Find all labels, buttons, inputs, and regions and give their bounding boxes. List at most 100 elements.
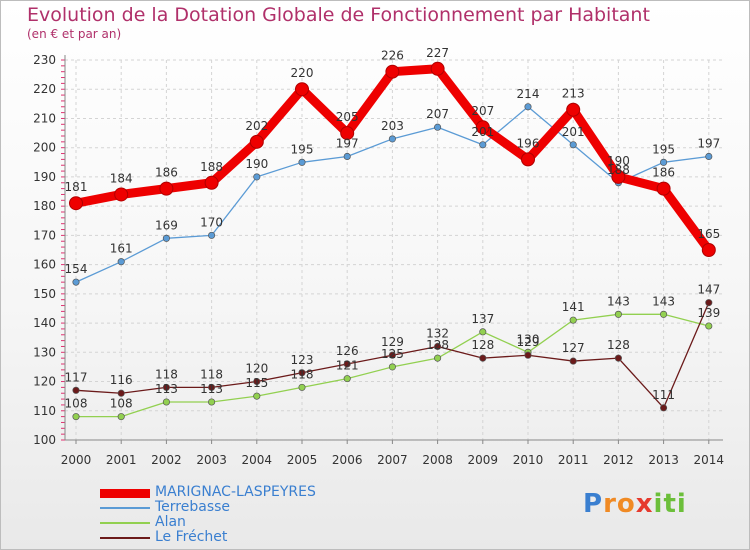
x-tick-label: 2013: [648, 453, 679, 467]
data-label: 214: [517, 87, 540, 101]
data-label: 113: [200, 382, 223, 396]
data-label: 220: [291, 66, 314, 80]
x-tick-label: 2007: [377, 453, 408, 467]
y-tick-label: 120: [33, 375, 56, 389]
data-label: 197: [336, 136, 359, 150]
data-label: 195: [291, 142, 314, 156]
data-point: [569, 357, 577, 365]
data-label: 129: [381, 335, 404, 349]
chart-title: Evolution de la Dotation Globale de Fonc…: [27, 4, 650, 26]
y-tick-label: 230: [33, 53, 56, 67]
x-tick-label: 2009: [468, 453, 499, 467]
data-point: [656, 181, 671, 196]
legend-swatch: [100, 522, 150, 524]
y-tick-label: 130: [33, 345, 56, 359]
data-point: [117, 389, 125, 397]
data-point: [72, 413, 80, 421]
data-point: [388, 351, 396, 359]
data-label: 113: [155, 382, 178, 396]
data-label: 154: [65, 262, 88, 276]
data-label: 139: [697, 306, 720, 320]
data-label: 165: [697, 227, 720, 241]
data-point: [159, 181, 174, 196]
data-label: 195: [652, 142, 675, 156]
data-label: 213: [562, 87, 585, 101]
data-point: [162, 398, 170, 406]
data-point: [701, 243, 716, 257]
data-label: 205: [336, 110, 359, 124]
data-point: [343, 375, 351, 383]
data-point: [117, 258, 125, 266]
data-label: 207: [426, 107, 449, 121]
logo-letter: t: [663, 489, 677, 519]
data-label: 143: [607, 294, 630, 308]
data-label: 190: [607, 154, 630, 168]
data-point: [388, 363, 396, 371]
legend-swatch: [100, 507, 150, 509]
data-label: 126: [336, 344, 359, 358]
legend-swatch: [100, 537, 150, 539]
data-label: 226: [381, 49, 404, 63]
data-label: 227: [426, 46, 449, 60]
data-point: [162, 234, 170, 242]
x-tick-label: 2005: [287, 453, 318, 467]
data-label: 120: [245, 362, 268, 376]
data-point: [298, 158, 306, 166]
series-group: [69, 61, 716, 421]
data-point: [521, 152, 535, 167]
data-point: [660, 404, 668, 412]
data-label: 147: [697, 283, 720, 297]
logo-letter: r: [603, 489, 617, 519]
data-point: [385, 64, 400, 79]
data-label: 161: [110, 242, 133, 256]
data-label: 181: [65, 180, 88, 194]
data-label: 128: [471, 338, 494, 352]
data-point: [479, 354, 487, 362]
data-point: [705, 152, 713, 161]
y-tick-label: 160: [33, 258, 56, 272]
y-tick-label: 110: [33, 404, 56, 418]
logo-letter: i: [653, 489, 664, 519]
data-label: 121: [336, 359, 359, 373]
data-point: [524, 351, 532, 359]
data-label: 188: [607, 163, 630, 177]
data-label: 132: [426, 326, 449, 340]
data-label: 115: [245, 376, 268, 390]
data-point: [295, 82, 309, 97]
data-label: 186: [155, 166, 178, 180]
legend-swatch: [100, 489, 150, 498]
data-point: [566, 102, 581, 117]
x-tick-label: 2010: [513, 453, 544, 467]
y-tick-label: 220: [33, 82, 56, 96]
data-point: [72, 278, 80, 286]
x-tick-label: 2014: [694, 453, 725, 467]
data-point: [340, 126, 355, 141]
grid-lines: [65, 59, 723, 441]
data-label: 196: [517, 136, 540, 150]
data-point: [343, 152, 351, 161]
data-label: 111: [652, 388, 675, 402]
data-label: 197: [697, 136, 720, 150]
data-point: [204, 175, 219, 190]
data-label: 188: [200, 160, 223, 174]
data-label: 116: [110, 373, 133, 387]
data-point: [69, 196, 83, 211]
x-tick-label: 2012: [603, 453, 634, 467]
data-label: 143: [652, 294, 675, 308]
logo-letter: P: [583, 489, 604, 519]
logo-letter: o: [616, 489, 636, 519]
data-label: 170: [200, 215, 223, 229]
data-point: [614, 310, 622, 318]
x-tick-label: 2003: [196, 453, 227, 467]
data-point: [162, 383, 170, 391]
proxiti-logo: Proxiti: [583, 489, 687, 519]
data-point: [705, 322, 713, 330]
data-label: 118: [291, 367, 314, 381]
data-label: 125: [381, 347, 404, 361]
y-tick-label: 170: [33, 228, 56, 242]
data-label: 169: [155, 218, 178, 232]
data-point: [72, 386, 80, 394]
data-point: [253, 377, 261, 386]
data-point: [298, 369, 306, 377]
data-label: 108: [110, 397, 133, 411]
